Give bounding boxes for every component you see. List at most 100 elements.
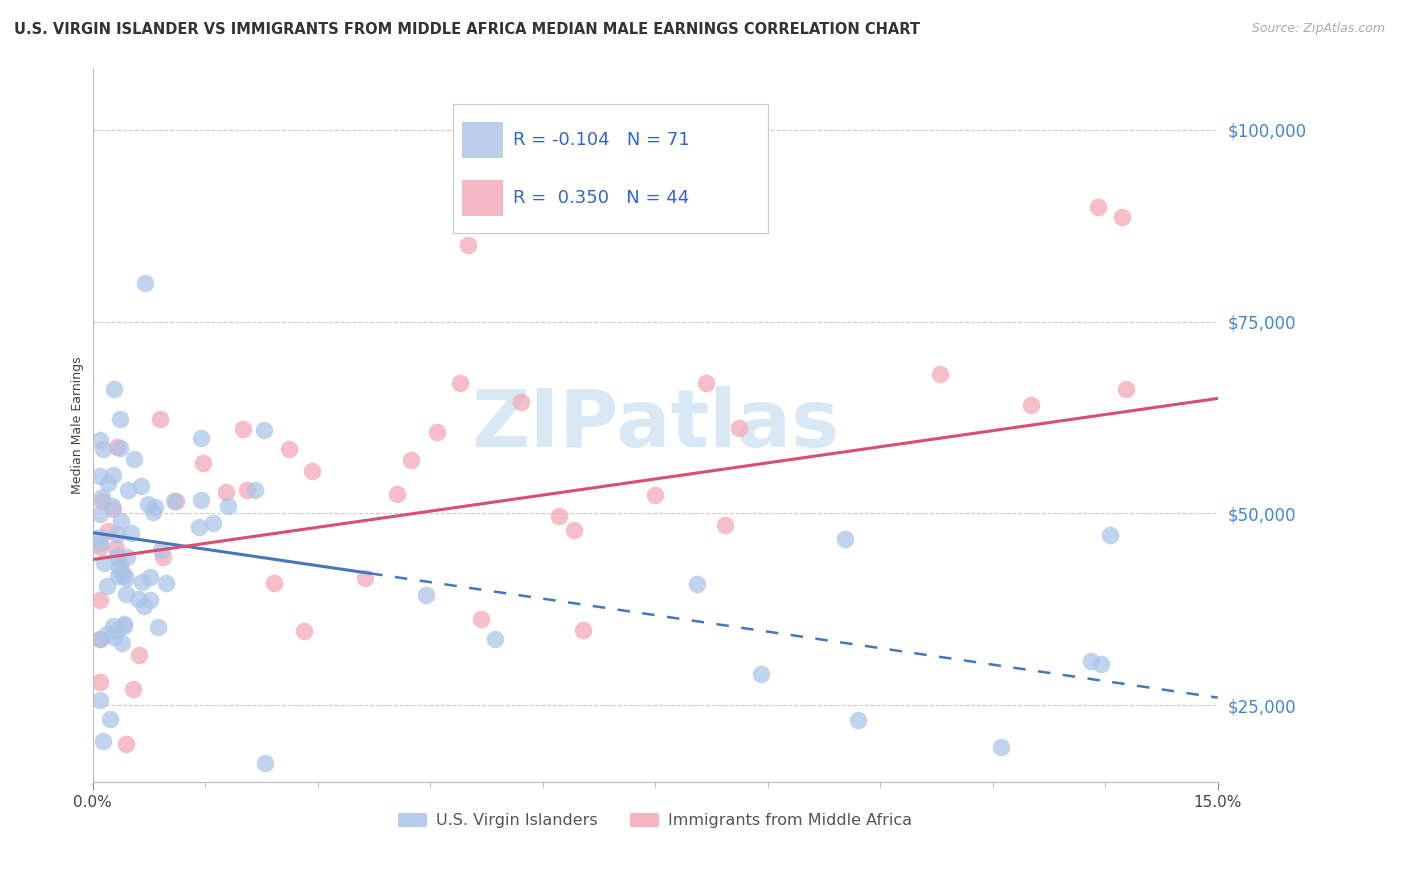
Point — [89, 693, 111, 707]
Point — [1098, 528, 1121, 542]
Point — [163, 494, 186, 508]
Point — [510, 395, 533, 409]
Point — [695, 376, 717, 391]
Point — [89, 508, 111, 522]
Point — [470, 612, 492, 626]
Point — [112, 619, 135, 633]
Point — [115, 737, 138, 751]
Point — [105, 526, 128, 541]
Point — [263, 576, 285, 591]
Point — [127, 592, 149, 607]
Point — [89, 632, 111, 646]
Point — [97, 524, 120, 538]
Point — [101, 500, 124, 514]
Point — [122, 451, 145, 466]
Point — [129, 479, 152, 493]
Point — [254, 756, 277, 770]
Point — [1111, 210, 1133, 224]
Point — [484, 632, 506, 646]
Text: Source: ZipAtlas.com: Source: ZipAtlas.com — [1251, 22, 1385, 36]
Point — [115, 587, 138, 601]
Point — [89, 592, 111, 607]
Point — [148, 412, 170, 426]
Point — [236, 483, 259, 498]
Point — [232, 422, 254, 436]
Point — [108, 412, 131, 426]
Point — [98, 712, 121, 726]
Point — [929, 367, 952, 381]
Point — [105, 541, 128, 555]
Text: U.S. VIRGIN ISLANDER VS IMMIGRANTS FROM MIDDLE AFRICA MEDIAN MALE EARNINGS CORRE: U.S. VIRGIN ISLANDER VS IMMIGRANTS FROM … — [14, 22, 920, 37]
Point — [131, 575, 153, 590]
Point — [190, 431, 212, 445]
Point — [562, 523, 585, 537]
Point — [399, 453, 422, 467]
Point — [749, 667, 772, 681]
Point — [89, 535, 111, 549]
Point — [89, 540, 111, 554]
Point — [846, 713, 869, 727]
Legend: U.S. Virgin Islanders, Immigrants from Middle Africa: U.S. Virgin Islanders, Immigrants from M… — [392, 806, 918, 835]
Point — [190, 493, 212, 508]
Point — [97, 476, 120, 491]
Point — [91, 494, 114, 508]
Text: ZIPatlas: ZIPatlas — [471, 386, 839, 464]
Point — [93, 734, 115, 748]
Point — [1087, 200, 1109, 214]
Point — [117, 550, 139, 565]
Point — [193, 457, 215, 471]
Point — [96, 627, 118, 641]
Point — [139, 570, 162, 584]
Point — [115, 571, 138, 585]
Point — [89, 632, 111, 646]
Point — [105, 623, 128, 637]
Point — [117, 483, 139, 497]
Point — [90, 490, 112, 504]
Point — [188, 520, 211, 534]
Point — [1019, 398, 1042, 412]
Point — [108, 441, 131, 455]
Point — [155, 575, 177, 590]
Y-axis label: Median Male Earnings: Median Male Earnings — [72, 357, 84, 494]
Point — [714, 518, 737, 533]
Point — [294, 624, 316, 639]
Point — [686, 577, 709, 591]
Point — [107, 569, 129, 583]
Point — [111, 636, 134, 650]
Point — [103, 630, 125, 644]
Point — [103, 619, 125, 633]
Point — [202, 516, 225, 531]
Point — [112, 616, 135, 631]
Point — [111, 569, 134, 583]
Point — [215, 484, 238, 499]
Point — [103, 382, 125, 396]
Point — [165, 493, 187, 508]
Point — [134, 277, 156, 291]
Point — [415, 588, 437, 602]
Point — [89, 674, 111, 689]
Point — [105, 549, 128, 564]
Point — [277, 442, 299, 456]
Point — [142, 505, 165, 519]
Point — [91, 442, 114, 456]
Point — [89, 468, 111, 483]
Point — [457, 238, 479, 252]
Point — [132, 599, 155, 613]
Point — [253, 423, 276, 437]
Point — [110, 514, 132, 528]
Point — [426, 425, 449, 439]
Point — [103, 502, 125, 516]
Point — [128, 648, 150, 662]
Point — [301, 464, 323, 478]
Point — [139, 592, 162, 607]
Point — [105, 440, 128, 454]
Point — [107, 559, 129, 574]
Point — [89, 433, 111, 447]
Point — [354, 571, 377, 585]
Point — [120, 526, 142, 541]
Point — [547, 509, 569, 524]
Point — [93, 556, 115, 570]
Point — [1090, 657, 1112, 671]
Point — [990, 740, 1012, 755]
Point — [122, 681, 145, 696]
